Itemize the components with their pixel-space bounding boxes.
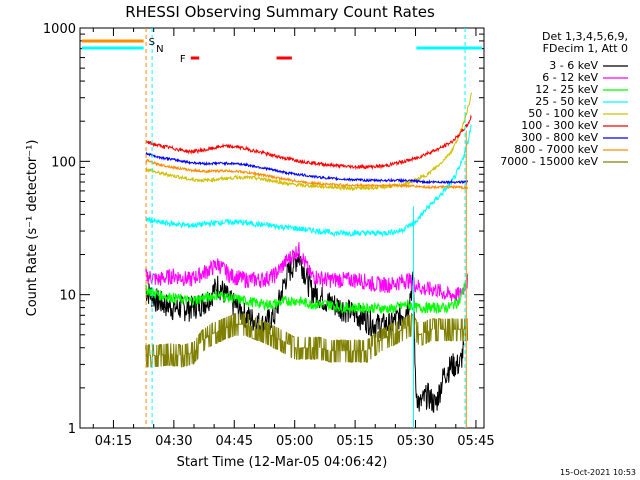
legend-header-line-1: Det 1,3,4,5,6,9, (542, 30, 628, 43)
x-tick-label: 04:15 (95, 434, 132, 449)
x-tick-label: 04:30 (155, 434, 192, 449)
legend-header-line-2: FDecim 1, Att 0 (543, 42, 628, 55)
legend-entry-label: 300 - 800 keV (521, 131, 598, 144)
legend-entry-label: 7000 - 15000 keV (500, 155, 598, 168)
y-axis-label: Count Rate (s⁻¹ detector⁻¹) (25, 140, 40, 317)
y-tick-label: 1 (68, 422, 76, 437)
x-tick-label: 05:15 (336, 434, 373, 449)
flare-label: F (180, 54, 186, 65)
plot-axes: 04:15 04:30 04:45 05:00 05:15 05:30 05:45 1 10 10… (43, 22, 495, 449)
legend-entry-label: 25 - 50 keV (535, 95, 598, 108)
saa-label: S (149, 37, 155, 48)
legend-entry-label: 12 - 25 keV (535, 83, 598, 96)
x-tick-label: 05:45 (457, 434, 494, 449)
legend: Det 1,3,4,5,6,9, FDecim 1, Att 0 3 - 6 k… (500, 30, 628, 168)
series-line-8 (145, 312, 469, 368)
plot-area: SN F (82, 28, 482, 428)
series-line-3 (145, 124, 472, 238)
legend-entry-label: 6 - 12 keV (542, 71, 598, 84)
plot-frame (79, 27, 485, 429)
legend-entry-label: 100 - 300 keV (521, 119, 598, 132)
series-line-5 (145, 114, 472, 171)
legend-entry-label: 50 - 100 keV (528, 107, 598, 120)
night-label: N (156, 44, 163, 55)
y-tick-label: 100 (51, 155, 76, 170)
legend-entry-label: 800 - 7000 keV (514, 143, 598, 156)
y-tick-label: 1000 (43, 22, 76, 37)
chart-title: RHESSI Observing Summary Count Rates (125, 3, 435, 21)
series-line-0 (145, 251, 465, 413)
series-line-6 (145, 151, 469, 185)
x-axis-label: Start Time (12-Mar-05 04:06:42) (177, 455, 388, 470)
x-tick-label: 04:45 (216, 434, 253, 449)
legend-entry-label: 3 - 6 keV (549, 59, 598, 72)
x-tick-label: 05:00 (276, 434, 313, 449)
series-line-7 (145, 158, 469, 191)
x-tick-label: 05:30 (397, 434, 434, 449)
series-line-4 (145, 92, 472, 192)
y-tick-label: 10 (59, 289, 76, 304)
footer-date: 15-Oct-2021 10:53 (560, 468, 636, 477)
